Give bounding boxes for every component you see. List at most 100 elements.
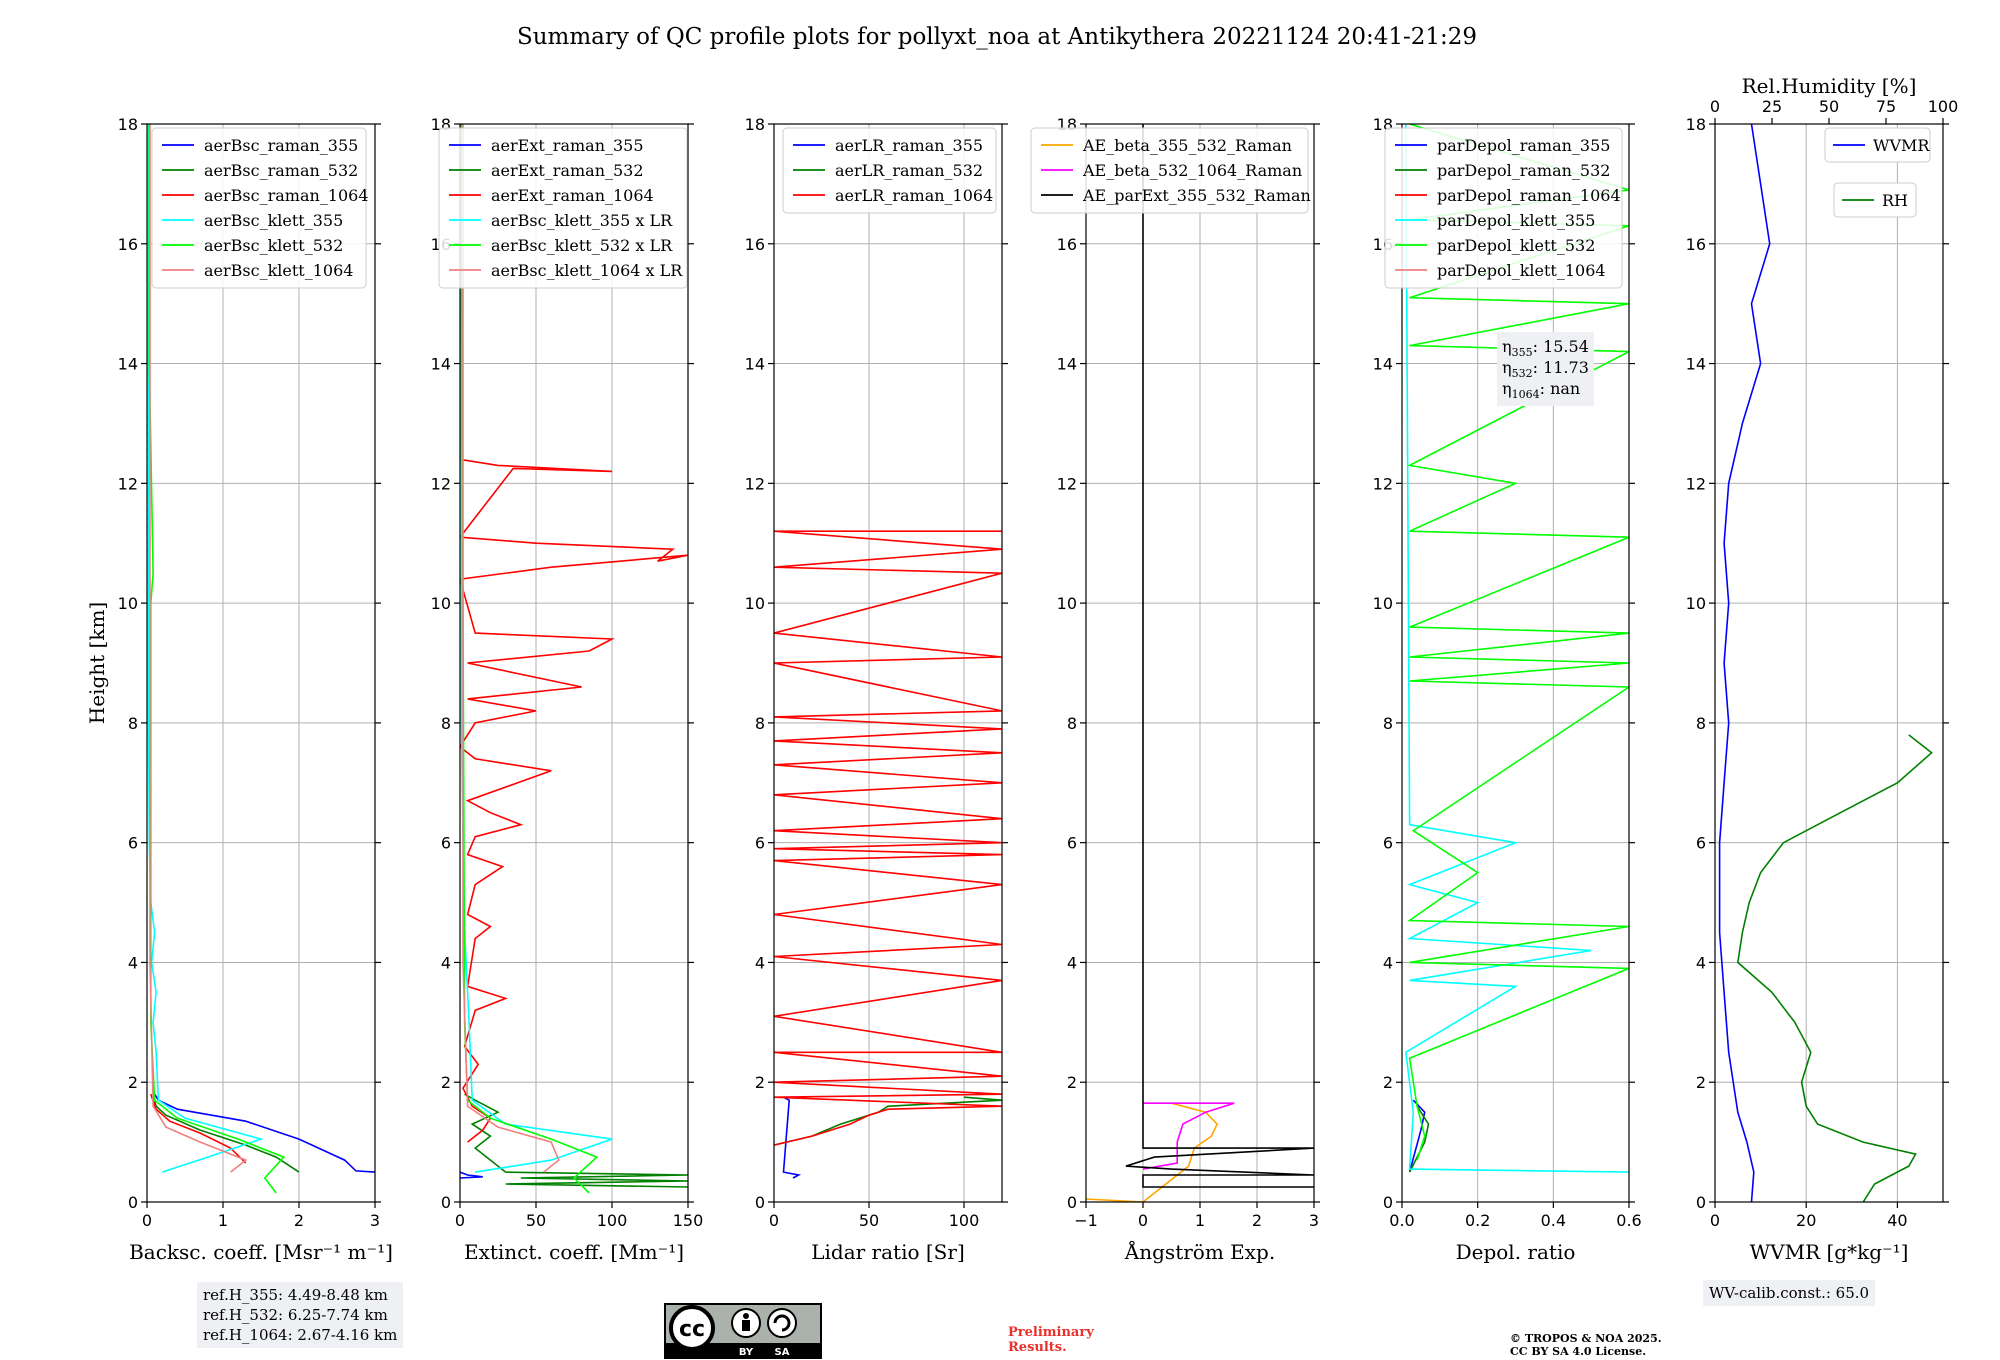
x-axis-label: Lidar ratio [Sr] <box>811 1240 965 1264</box>
y-tick-label: 10 <box>1057 594 1077 613</box>
axes-frame <box>773 123 1003 1203</box>
cc-logo-sa: SA <box>775 1347 790 1358</box>
x-axis-label: Depol. ratio <box>1456 1240 1576 1264</box>
copyright-line-1: © TROPOS & NOA 2025. <box>1510 1332 1662 1345</box>
x-tick-label: 0 <box>1138 1211 1148 1230</box>
preliminary-results-note: Preliminary Results. <box>1008 1325 1094 1355</box>
panel-3: 0 2 4 6 8 10 12 14 16 18 0 50 100 Lidar ratio [Sr] aer… <box>745 115 1008 1264</box>
legend-box: aerLR_raman_355 aerLR_raman_532 aerLR_rama… <box>782 127 997 214</box>
y-tick-label: 0 <box>1696 1193 1706 1212</box>
series-line-RH <box>1736 734 1933 1202</box>
preliminary-line-2: Results. <box>1008 1340 1067 1355</box>
axes-frame <box>1714 123 1944 1203</box>
y-tick-label: 8 <box>1696 714 1706 733</box>
legend-label: aerBsc_raman_355 <box>204 136 358 155</box>
x2-tick-label: 25 <box>1762 97 1782 116</box>
x-tick-label: 0.0 <box>1389 1211 1414 1230</box>
y-tick-label: 16 <box>1057 235 1077 254</box>
y-tick-label: 6 <box>441 834 451 853</box>
y-tick-label: 16 <box>118 235 138 254</box>
y-tick-label: 4 <box>441 953 451 972</box>
cc-logo-letters: cc <box>679 1317 705 1342</box>
y-tick-label: 8 <box>1383 714 1393 733</box>
x-tick-label: 3 <box>1309 1211 1319 1230</box>
y-tick-label: 4 <box>1383 953 1393 972</box>
x-axis-label: Backsc. coeff. [Msr⁻¹ m⁻¹] <box>129 1240 393 1264</box>
x-tick-label: 0.4 <box>1541 1211 1566 1230</box>
y-tick-label: 10 <box>1686 594 1706 613</box>
series-line-aerLR_raman_1064 <box>774 530 1002 1146</box>
series-line-parDepol_raman_355 <box>1408 1099 1426 1173</box>
y-tick-label: 12 <box>431 474 451 493</box>
x-tick-label: 1 <box>218 1211 228 1230</box>
legend-label: parDepol_raman_1064 <box>1437 186 1621 205</box>
legend-box: aerExt_raman_355 aerExt_raman_532 aerExt_r… <box>438 127 688 289</box>
x-tick-label: 50 <box>526 1211 546 1230</box>
series-line-aerBsc_klett_1064 x LR <box>462 124 560 1173</box>
x-axis-label: Extinct. coeff. [Mm⁻¹] <box>464 1240 684 1264</box>
y-tick-label: 8 <box>128 714 138 733</box>
x-tick-label: 2 <box>1252 1211 1262 1230</box>
x-tick-label: 3 <box>370 1211 380 1230</box>
x-tick-label: 0 <box>1710 1211 1720 1230</box>
y-tick-label: 12 <box>118 474 138 493</box>
legend-label: parDepol_klett_355 <box>1437 211 1595 230</box>
x2-axis-label: Rel.Humidity [%] <box>1742 74 1917 98</box>
axes-frame <box>459 123 689 1203</box>
y-tick-label: 6 <box>1383 834 1393 853</box>
legend-box: AE_beta_355_532_Raman AE_beta_532_1064_Ra… <box>1030 127 1311 214</box>
y-tick-label: 4 <box>755 953 765 972</box>
legend-label: RH <box>1882 191 1908 210</box>
legend-box: RH <box>1833 182 1917 218</box>
y-tick-label: 10 <box>1373 594 1393 613</box>
y-tick-label: 8 <box>1067 714 1077 733</box>
legend-label: aerBsc_klett_355 <box>204 211 343 230</box>
x-tick-label: 50 <box>859 1211 879 1230</box>
ref-height-532: ref.H_532: 6.25-7.74 km <box>203 1306 388 1324</box>
y-tick-label: 2 <box>441 1073 451 1092</box>
y-tick-label: 16 <box>1686 235 1706 254</box>
x-tick-label: 1 <box>1195 1211 1205 1230</box>
y-axis-label: Height [km] <box>85 602 109 724</box>
legend-box: parDepol_raman_355 parDepol_raman_532 parD… <box>1384 127 1623 289</box>
y-tick-label: 6 <box>755 834 765 853</box>
x-axis-label: Ångström Exp. <box>1124 1239 1275 1264</box>
x-axis-label: WVMR [g*kg⁻¹] <box>1750 1240 1909 1264</box>
reference-height-box: ref.H_355: 4.49-8.48 km ref.H_532: 6.25-… <box>197 1282 404 1348</box>
y-tick-label: 4 <box>128 953 138 972</box>
series-line-aerExt_raman_355 <box>460 1171 483 1179</box>
copyright-note: © TROPOS & NOA 2025. CC BY SA 4.0 Licens… <box>1510 1332 1662 1358</box>
series-line-aerBsc_raman_355 <box>153 1093 375 1173</box>
wv-calib-constant: WV-calib.const.: 65.0 <box>1709 1284 1870 1302</box>
y-tick-label: 2 <box>128 1073 138 1092</box>
copyright-line-2: CC BY SA 4.0 License. <box>1510 1345 1647 1358</box>
legend-label: aerLR_raman_355 <box>835 136 983 155</box>
y-tick-label: 10 <box>118 594 138 613</box>
legend-label: aerBsc_klett_532 <box>204 236 343 255</box>
series-line-parDepol_raman_532 <box>1408 1105 1430 1173</box>
legend-label: aerExt_raman_355 <box>491 136 644 155</box>
legend-label: aerBsc_klett_532 x LR <box>491 236 673 255</box>
x2-tick-label: 100 <box>1928 97 1959 116</box>
y-tick-label: 14 <box>1373 355 1393 374</box>
series-line-aerBsc_klett_532 <box>148 124 286 1194</box>
legend-label: aerBsc_klett_355 x LR <box>491 211 673 230</box>
legend-label: aerExt_raman_1064 <box>491 186 654 205</box>
legend-label: aerBsc_raman_532 <box>204 161 358 180</box>
series-line-AE_beta_532_1064_Raman <box>1142 1102 1235 1170</box>
y-tick-label: 14 <box>431 355 451 374</box>
y-tick-label: 4 <box>1067 953 1077 972</box>
y-tick-label: 12 <box>1686 474 1706 493</box>
x-tick-label: −1 <box>1074 1211 1098 1230</box>
y-tick-label: 12 <box>1373 474 1393 493</box>
x-tick-label: 0.6 <box>1616 1211 1641 1230</box>
y-tick-label: 0 <box>1067 1193 1077 1212</box>
legend-label: parDepol_raman_355 <box>1437 136 1610 155</box>
x-tick-label: 40 <box>1887 1211 1907 1230</box>
y-tick-label: 10 <box>745 594 765 613</box>
axes-frame <box>146 123 376 1203</box>
x-tick-label: 0 <box>455 1211 465 1230</box>
